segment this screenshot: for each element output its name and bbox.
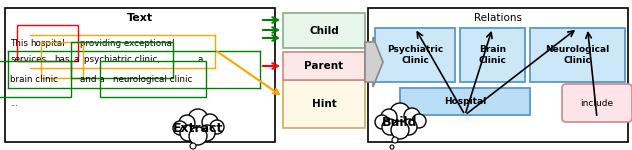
Circle shape (179, 115, 195, 131)
Circle shape (391, 121, 409, 139)
Text: has: has (54, 56, 70, 64)
Text: Extract: Extract (173, 122, 223, 135)
Circle shape (190, 143, 196, 149)
FancyArrow shape (365, 37, 383, 87)
Text: Relations: Relations (474, 13, 522, 23)
Circle shape (390, 145, 394, 149)
Text: Build: Build (382, 116, 418, 129)
Bar (368, 8, 628, 142)
Text: and a: and a (80, 75, 105, 84)
Text: providing exceptional: providing exceptional (80, 39, 174, 48)
Text: Hospital: Hospital (444, 97, 486, 106)
Bar (283, 80, 365, 128)
Circle shape (382, 119, 398, 135)
Circle shape (381, 109, 397, 125)
Text: brain clinic: brain clinic (10, 75, 58, 84)
Circle shape (392, 137, 398, 143)
Circle shape (202, 114, 218, 130)
Circle shape (412, 114, 426, 128)
Text: Text: Text (127, 13, 153, 23)
Text: hospital: hospital (30, 39, 64, 48)
Text: services: services (10, 56, 46, 64)
Text: a: a (74, 56, 80, 64)
Text: ...: ... (10, 99, 18, 108)
Text: Neurological
Clinic: Neurological Clinic (545, 45, 610, 65)
Text: Child: Child (309, 26, 339, 36)
Bar (5, 8, 275, 142)
Bar (460, 28, 525, 82)
Text: This: This (10, 39, 28, 48)
Bar (400, 88, 530, 115)
Text: Psychiatric
Clinic: Psychiatric Clinic (387, 45, 443, 65)
Text: a: a (198, 56, 204, 64)
Circle shape (401, 119, 417, 135)
Bar (283, 13, 365, 48)
Text: include: include (580, 99, 614, 108)
Circle shape (188, 109, 208, 129)
Circle shape (404, 108, 420, 124)
Circle shape (189, 127, 207, 145)
Text: Brain
Clinic: Brain Clinic (478, 45, 506, 65)
Bar (375, 28, 455, 82)
Circle shape (210, 120, 224, 134)
FancyBboxPatch shape (562, 84, 632, 122)
Text: Hint: Hint (312, 99, 336, 109)
Bar (283, 52, 365, 80)
Bar (530, 28, 625, 82)
Circle shape (199, 125, 215, 141)
Circle shape (173, 121, 187, 135)
Text: neurological clinic: neurological clinic (113, 75, 192, 84)
Text: psychiatric clinic,: psychiatric clinic, (84, 56, 160, 64)
Circle shape (375, 115, 389, 129)
Circle shape (390, 103, 410, 123)
Text: Parent: Parent (305, 61, 344, 71)
Circle shape (180, 125, 196, 141)
